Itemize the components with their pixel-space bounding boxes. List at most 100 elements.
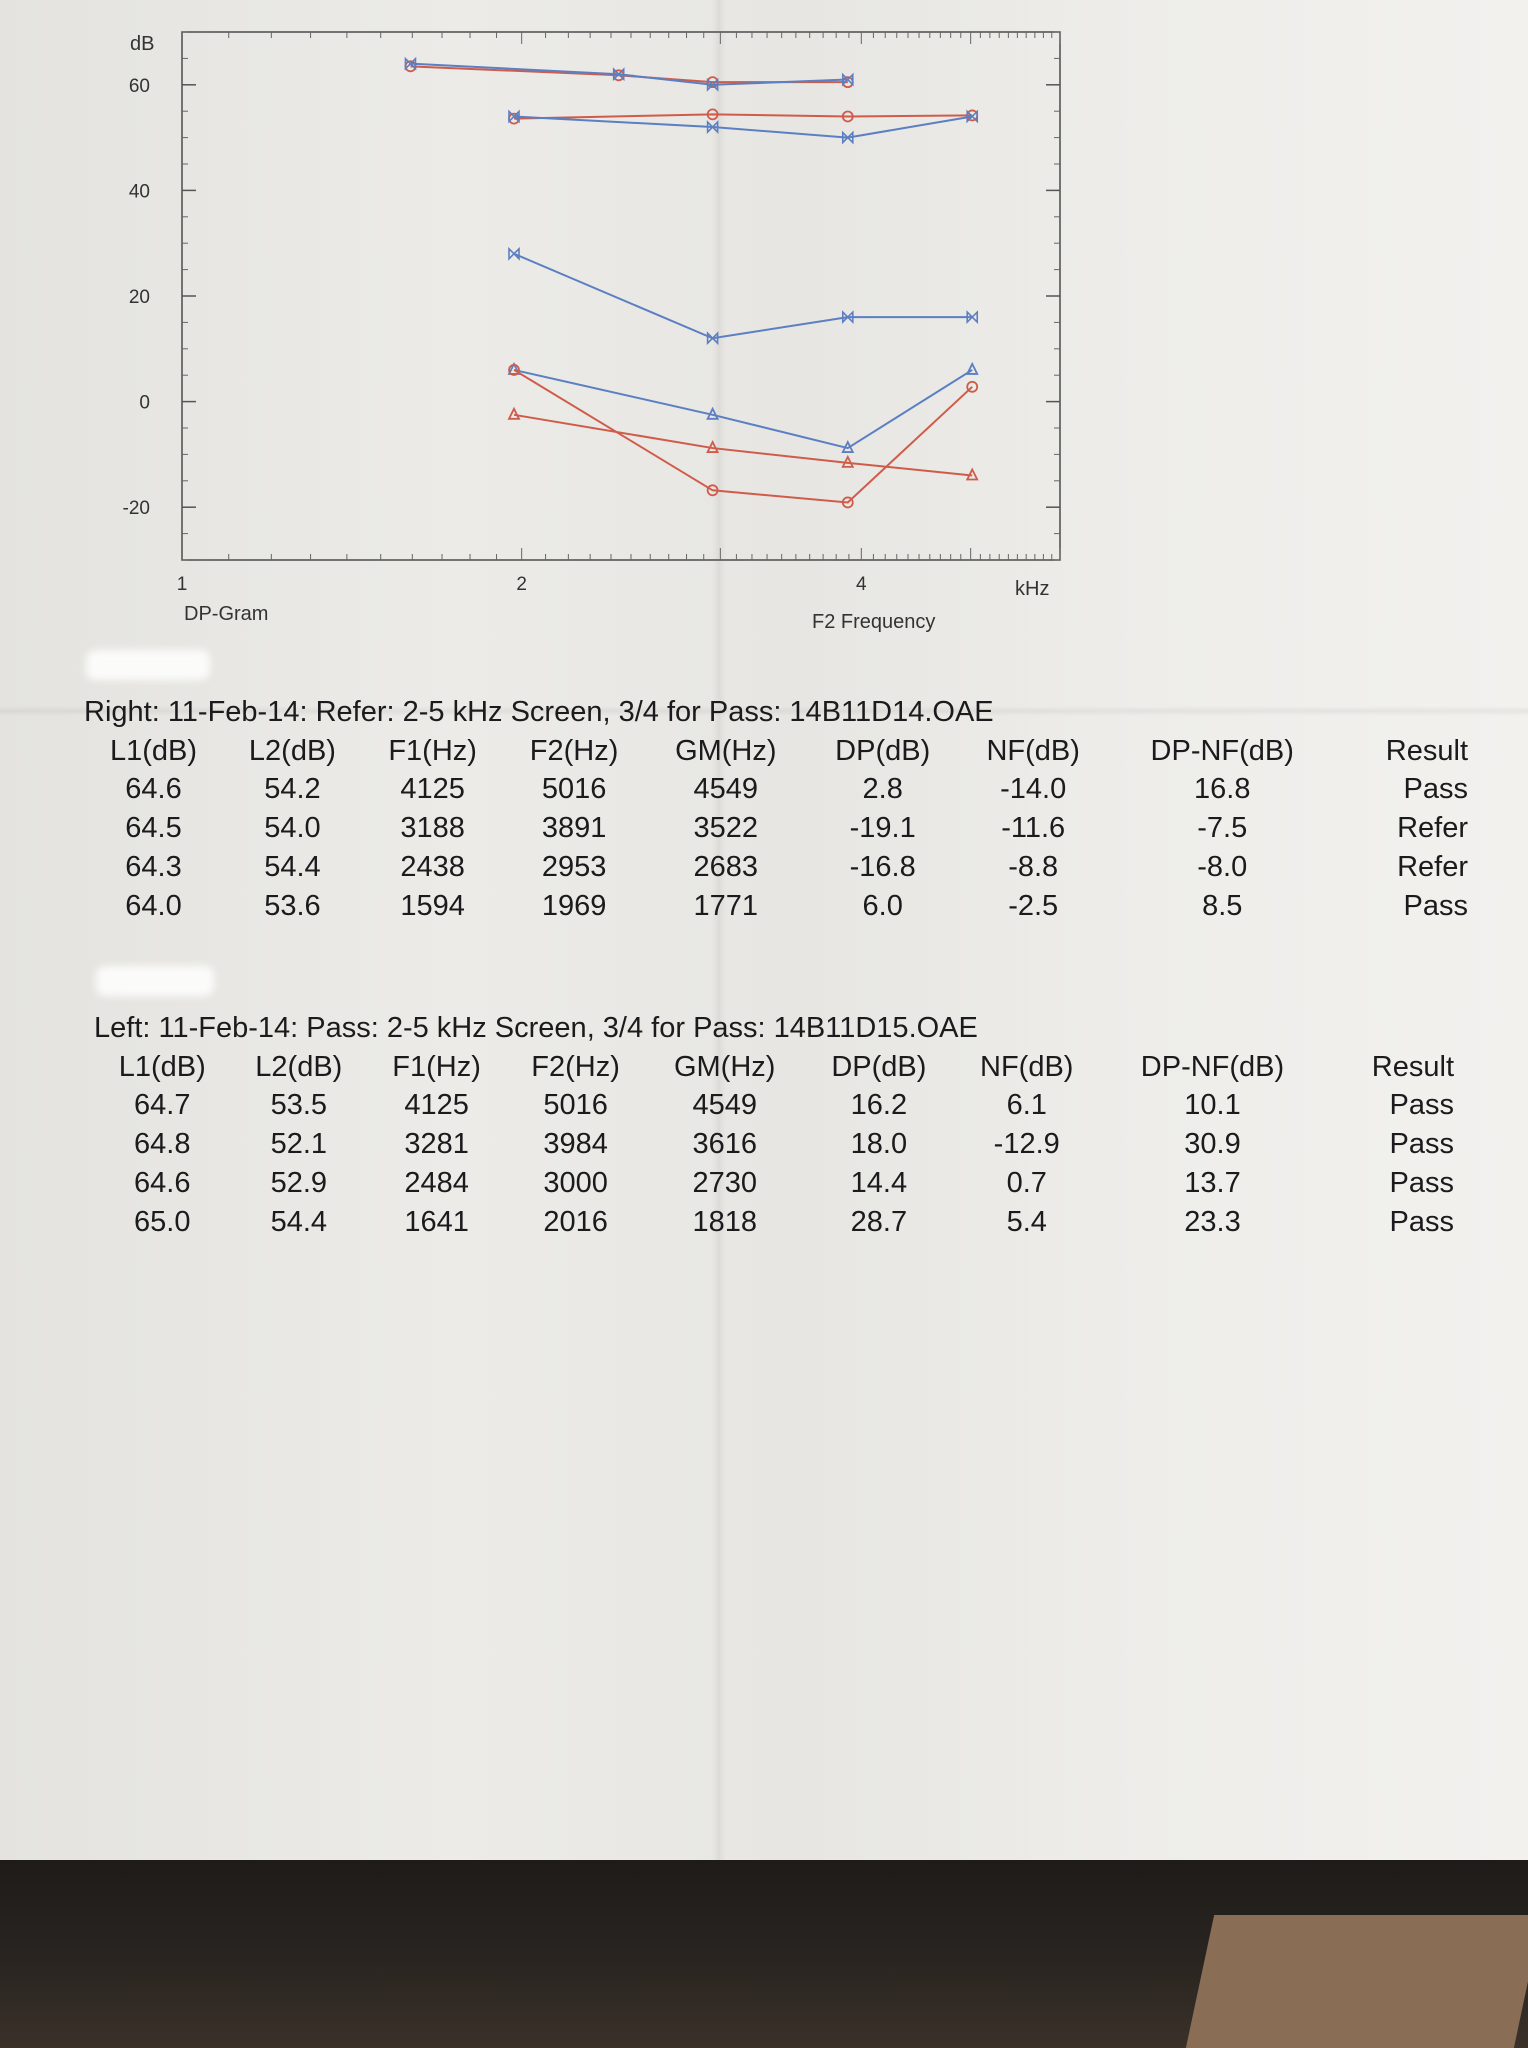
circle-marker [841, 496, 854, 509]
series-2 [404, 56, 854, 92]
table-cell: -8.0 [1197, 851, 1248, 883]
table-cell: 0.7 [1006, 1167, 1047, 1199]
table-cell: 18.0 [850, 1128, 908, 1160]
column-header: DP-NF(dB) [1140, 1050, 1285, 1083]
table-cell: Refer [1397, 851, 1468, 883]
table-cell: 54.4 [264, 851, 321, 883]
series-line [410, 62, 848, 86]
table-row: 64.6 54.2 4125 5016 4549 2.8 -14.0 16.8 Pass [84, 770, 1468, 809]
table-cell: 1771 [693, 890, 759, 922]
table-cell: 13.7 [1184, 1167, 1241, 1199]
table-cell: 5.4 [1006, 1206, 1047, 1238]
y-axis-ticks: 60 40 20 0 -20 [123, 76, 1060, 519]
series-8 [507, 406, 979, 481]
table-cell: 4125 [400, 773, 465, 805]
table-row: 64.5 54.0 3188 3891 3522 -19.1 -11.6 -7.5 Refer [84, 809, 1468, 848]
table-row: 64.7 53.5 4125 5016 4549 16.2 6.1 10.1 Pass [94, 1086, 1454, 1125]
y-tick-label: 40 [129, 181, 150, 202]
table-cell: Pass [1403, 890, 1468, 922]
table-cell: -19.1 [849, 812, 916, 844]
series-4 [508, 109, 979, 145]
y-tick-label: -20 [123, 498, 150, 519]
series-line [410, 65, 848, 84]
triangle-marker [706, 406, 720, 420]
bowtie-marker [966, 109, 979, 124]
column-header: GM(Hz) [675, 734, 777, 767]
table-cell: -2.5 [1008, 890, 1059, 922]
table-cell: 3188 [400, 812, 465, 844]
table-cell: Pass [1389, 1167, 1454, 1199]
y-tick-label: 60 [129, 76, 150, 97]
x-axis-ticks: 1 2 4 [177, 574, 867, 595]
bowtie-marker [404, 56, 417, 71]
table-row: 65.0 54.4 1641 2016 1818 28.7 5.4 23.3 Pass [94, 1203, 1454, 1242]
series-7 [508, 364, 979, 509]
column-header: F2(Hz) [529, 734, 619, 767]
table-cell: 6.1 [1006, 1089, 1047, 1121]
table-cell: 64.7 [134, 1089, 191, 1121]
table-cell: 1818 [692, 1206, 757, 1238]
series-layer [404, 56, 979, 509]
table-cell: 5016 [541, 773, 607, 805]
table-cell: 3281 [404, 1128, 469, 1160]
table-cell: 54.4 [270, 1206, 328, 1238]
table-cell: 2484 [404, 1167, 469, 1199]
table-cell: 64.6 [125, 773, 182, 805]
table-cell: -14.0 [1000, 773, 1067, 805]
x-axis-unit-label: kHz [1015, 578, 1049, 600]
table-cell: 53.5 [270, 1089, 328, 1121]
table-cell: Pass [1403, 773, 1468, 805]
column-header: F2(Hz) [531, 1050, 620, 1083]
table-cell: 54.2 [264, 773, 321, 805]
table-cell: 2.8 [862, 773, 903, 805]
series-5 [508, 246, 979, 346]
table-cell: -12.9 [993, 1128, 1060, 1160]
triangle-marker [706, 440, 720, 453]
table-cell: 1969 [541, 890, 607, 922]
table-cell: 64.8 [134, 1128, 191, 1160]
table-cell: 64.6 [134, 1167, 191, 1199]
bowtie-marker [706, 331, 719, 346]
table-cell: 16.2 [850, 1089, 908, 1121]
table-cell: 4549 [693, 773, 759, 805]
series-line [513, 113, 973, 120]
table-cell: 64.0 [125, 890, 182, 922]
table-cell: 16.8 [1194, 773, 1251, 805]
table-cell: 1594 [400, 890, 465, 922]
y-axis-unit-label: dB [130, 33, 154, 55]
series-line [513, 369, 973, 504]
bowtie-marker [966, 310, 979, 325]
column-header: Result [1385, 734, 1468, 767]
table-cell: Pass [1389, 1128, 1454, 1160]
background-carpet [1185, 1915, 1528, 2048]
column-header: NF(dB) [986, 734, 1080, 767]
right-ear-table: L1(dB) L2(dB) F1(Hz) F2(Hz) GM(Hz) DP(dB) NF(d… [84, 732, 1468, 926]
column-header: L1(dB) [118, 1050, 206, 1083]
redacted-name-left [96, 966, 214, 996]
triangle-marker [965, 361, 979, 375]
table-cell: 4549 [692, 1089, 757, 1121]
table-cell: -16.8 [849, 851, 916, 883]
x-axis-label: F2 Frequency [812, 611, 935, 633]
table-cell: 1641 [404, 1206, 469, 1238]
bowtie-marker [841, 130, 854, 145]
axis-minor-ticks [182, 31, 1061, 561]
series-line [513, 368, 973, 450]
dp-gram-chart: 60 40 20 0 -20 1 2 4 dB kHz DP-Gram F2 Frequen… [123, 31, 1061, 633]
table-row: 64.0 53.6 1594 1969 1771 6.0 -2.5 8.5 Pass [84, 887, 1468, 926]
table-cell: 14.4 [850, 1167, 908, 1199]
column-header: NF(dB) [980, 1050, 1074, 1083]
bowtie-marker [612, 67, 625, 82]
table-cell: Pass [1389, 1089, 1454, 1121]
table-cell: -11.6 [1001, 812, 1066, 844]
circle-marker [966, 380, 979, 393]
printout-paper [0, 0, 1528, 1880]
left-table-header: L1(dB) L2(dB) F1(Hz) F2(Hz) GM(Hz) DP(dB) NF(d… [94, 1048, 1454, 1086]
table-cell: -7.5 [1197, 812, 1248, 844]
left-ear-table: L1(dB) L2(dB) F1(Hz) F2(Hz) GM(Hz) DP(dB) NF(d… [94, 1048, 1454, 1242]
table-cell: 10.1 [1184, 1089, 1241, 1121]
table-cell: 3000 [543, 1167, 608, 1199]
bowtie-marker [706, 77, 719, 92]
series-line [513, 413, 973, 477]
table-cell: 64.5 [125, 812, 182, 844]
